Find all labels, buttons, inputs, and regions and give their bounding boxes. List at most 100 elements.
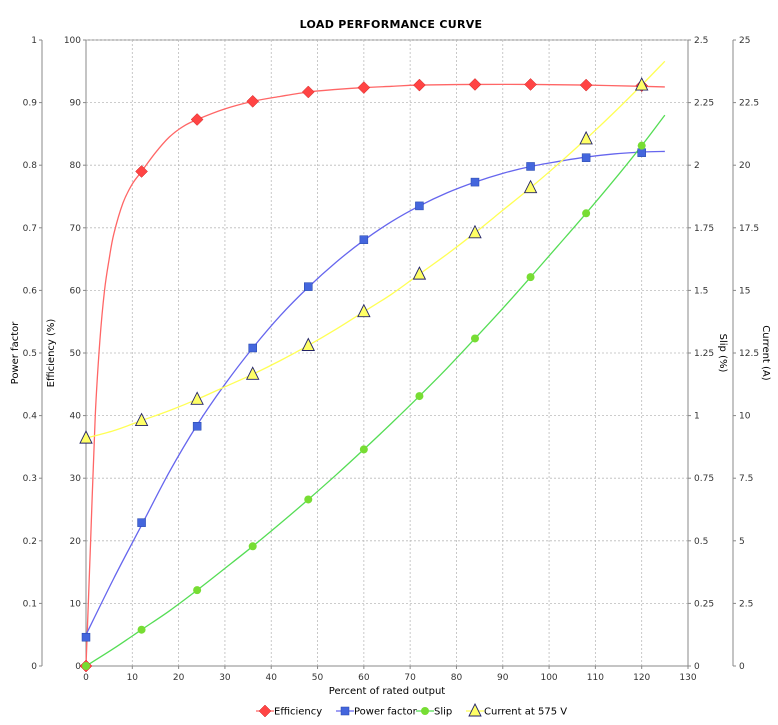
efficiency-point: [413, 78, 426, 92]
legend-label-power-factor: Power factor: [354, 707, 418, 718]
slip-curve: [85, 114, 666, 667]
power-factor-point: [526, 162, 535, 171]
power-factor-curve: [85, 150, 665, 635]
efficiency-point: [135, 165, 148, 178]
slip-tick-label: 2.5: [694, 36, 708, 46]
efficiency-tick-label: 60: [70, 286, 82, 296]
x-tick-label: 100: [540, 673, 557, 683]
power-factor-point: [581, 153, 591, 162]
power-factor-tick-label: 0.6: [23, 286, 38, 296]
power-factor-point: [248, 343, 257, 353]
x-tick-label: 10: [127, 673, 139, 683]
x-tick-label: 30: [219, 673, 231, 683]
efficiency-tick-label: 30: [70, 474, 82, 484]
x-tick-label: 110: [587, 673, 604, 683]
efficiency-point: [524, 78, 537, 91]
efficiency-point: [190, 113, 204, 126]
current-at-575-v-curve: [85, 60, 666, 439]
current-at-575-v-point: [468, 224, 482, 239]
legend-label-efficiency: Efficiency: [274, 707, 322, 718]
current-at-575-v-point: [634, 77, 649, 91]
slip-point: [582, 209, 591, 218]
power-factor-point: [137, 518, 146, 527]
x-tick-label: 90: [497, 673, 509, 683]
power-factor-tick-label: 0.7: [23, 224, 37, 234]
slip-point: [304, 495, 313, 504]
legend-marker-slip: [421, 707, 429, 715]
x-tick-label: 20: [173, 673, 185, 683]
efficiency-point: [357, 81, 371, 94]
x-axis-title: Percent of rated output: [329, 686, 446, 697]
slip-point: [193, 586, 202, 595]
current-tick-label: 22.5: [739, 99, 759, 109]
slip-tick-label: 1.25: [694, 349, 714, 359]
slip-tick-label: 0.5: [694, 537, 708, 547]
efficiency-tick-label: 0: [75, 662, 81, 672]
legend-marker-current-at-575-v: [468, 702, 482, 717]
slip-tick-label: 1.5: [694, 286, 708, 296]
slip-tick-label: 2: [694, 161, 700, 171]
slip-point: [470, 334, 479, 343]
efficiency-tick-label: 70: [70, 224, 82, 234]
current-tick-label: 17.5: [739, 224, 759, 234]
x-tick-label: 40: [266, 673, 278, 683]
efficiency-point: [579, 78, 593, 92]
power-factor-axis-title: Power factor: [10, 321, 21, 385]
power-factor-tick-label: 1: [31, 36, 37, 46]
slip-tick-label: 0.25: [694, 599, 714, 609]
efficiency-tick-label: 20: [70, 537, 82, 547]
slip-tick-label: 0: [694, 662, 700, 672]
current-tick-label: 25: [739, 36, 750, 46]
efficiency-tick-label: 50: [70, 349, 82, 359]
power-factor-tick-label: 0: [31, 662, 37, 672]
x-tick-label: 130: [679, 673, 696, 683]
current-tick-label: 5: [739, 537, 745, 547]
current-tick-label: 15: [739, 286, 750, 296]
chart-title: LOAD PERFORMANCE CURVE: [300, 18, 483, 31]
legend-label-slip: Slip: [434, 707, 452, 718]
current-tick-label: 10: [739, 412, 751, 422]
legend-label-current-at-575-v: Current at 575 V: [484, 707, 567, 718]
efficiency-point: [301, 85, 315, 99]
current-axis-title: Current (A): [760, 325, 771, 380]
power-factor-tick-label: 0.2: [23, 537, 37, 547]
current-tick-label: 7.5: [739, 474, 753, 484]
current-tick-label: 0: [739, 662, 745, 672]
x-tick-label: 70: [404, 673, 416, 683]
power-factor-point: [415, 201, 424, 211]
efficiency-tick-label: 100: [64, 36, 81, 46]
current-at-575-v-point: [301, 337, 316, 351]
power-factor-point: [304, 282, 313, 291]
x-tick-label: 50: [312, 673, 324, 683]
slip-point: [248, 542, 257, 551]
series-markers: [79, 77, 649, 673]
efficiency-tick-label: 40: [70, 412, 82, 422]
slip-point: [82, 662, 90, 670]
current-at-575-v-point: [523, 179, 538, 194]
current-at-575-v-point: [357, 303, 371, 318]
axes: 0 10 20 30 40 50 60 70 80 90 100 110 120 13000.10.20.…: [23, 36, 759, 683]
legend-marker-efficiency: [258, 704, 272, 718]
efficiency-tick-label: 80: [70, 161, 82, 171]
slip-tick-label: 0.75: [694, 474, 714, 484]
power-factor-tick-label: 0.9: [23, 99, 38, 109]
current-at-575-v-point: [579, 130, 593, 145]
x-tick-label: 60: [358, 673, 370, 683]
current-at-575-v-point: [190, 391, 204, 405]
legend: Efficiency Power factor Slip Current at 575…: [256, 702, 567, 718]
slip-tick-label: 2.25: [694, 99, 714, 109]
power-factor-point: [359, 235, 369, 244]
current-tick-label: 12.5: [739, 349, 759, 359]
x-tick-label: 0: [83, 673, 89, 683]
slip-point: [359, 445, 368, 454]
power-factor-tick-label: 0.1: [23, 599, 37, 609]
slip-point: [137, 625, 146, 634]
x-tick-label: 120: [633, 673, 650, 683]
slip-point: [526, 273, 535, 282]
slip-tick-label: 1.75: [694, 224, 714, 234]
current-at-575-v-point: [412, 266, 427, 280]
current-at-575-v-point: [79, 430, 93, 444]
slip-point: [637, 141, 646, 150]
power-factor-point: [81, 632, 91, 642]
